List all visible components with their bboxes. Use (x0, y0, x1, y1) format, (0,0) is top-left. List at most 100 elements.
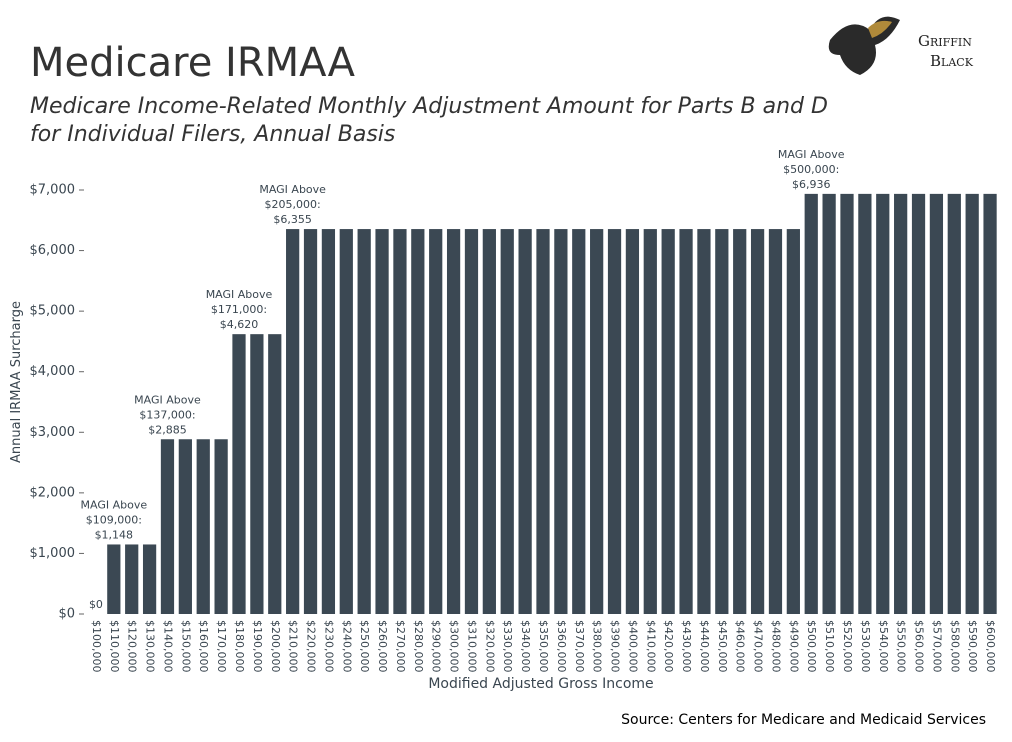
bar (178, 439, 192, 614)
x-tick-label: $310,000 (465, 620, 478, 673)
x-tick-label: $180,000 (233, 620, 246, 673)
bar (446, 229, 461, 614)
x-tick-label: $260,000 (376, 620, 389, 673)
bar (804, 193, 818, 614)
bar (286, 229, 300, 614)
bar (661, 229, 675, 614)
logo-text: Black (930, 52, 974, 70)
bar (107, 544, 121, 614)
bar (232, 334, 246, 614)
x-tick-label: $450,000 (716, 620, 729, 673)
bar (196, 439, 210, 614)
bar (929, 193, 944, 614)
x-tick-label: $130,000 (144, 620, 157, 673)
bar (536, 229, 550, 614)
x-tick-label: $290,000 (430, 620, 443, 673)
bar (786, 229, 800, 614)
y-tick-label: $4,000 (30, 364, 76, 379)
bar (411, 229, 425, 614)
data-label: MAGI Above $137,000: $2,885 (134, 393, 201, 436)
bar (750, 229, 765, 614)
y-tick-label: $6,000 (30, 243, 76, 258)
x-tick-label: $110,000 (108, 620, 121, 673)
bar (876, 193, 890, 614)
x-tick-label: $410,000 (644, 620, 657, 673)
bar (393, 229, 407, 614)
x-tick-label: $520,000 (841, 620, 854, 673)
x-tick-label: $540,000 (877, 620, 890, 673)
x-tick-label: $250,000 (358, 620, 371, 673)
y-tick-label: $1,000 (30, 546, 76, 561)
x-tick-label: $340,000 (519, 620, 532, 673)
x-tick-label: $100,000 (90, 620, 103, 673)
bar (733, 229, 747, 614)
x-tick-label: $390,000 (609, 620, 622, 673)
x-tick-label: $490,000 (787, 620, 800, 673)
bar (518, 229, 532, 614)
x-tick-label: $220,000 (305, 620, 318, 673)
bar (554, 229, 568, 614)
bar (429, 229, 443, 614)
x-tick-label: $200,000 (269, 620, 282, 673)
x-tick-label: $570,000 (930, 620, 943, 673)
data-label: MAGI Above $205,000: $6,355 (259, 183, 326, 226)
x-tick-label: $600,000 (984, 620, 997, 673)
bar (303, 229, 318, 614)
bar (858, 193, 872, 614)
bar (607, 229, 622, 614)
x-tick-label: $590,000 (966, 620, 979, 673)
logo-text: Griffin (918, 32, 972, 50)
bar (160, 439, 175, 614)
bar (142, 544, 157, 614)
x-tick-label: $140,000 (161, 620, 174, 673)
bar (965, 193, 979, 614)
x-tick-label: $350,000 (537, 620, 550, 673)
x-tick-label: $360,000 (555, 620, 568, 673)
bar (947, 193, 961, 614)
data-label: $0 (89, 598, 103, 611)
x-tick-label: $560,000 (913, 620, 926, 673)
bar (321, 229, 336, 614)
x-tick-label: $170,000 (215, 620, 228, 673)
bar (500, 229, 514, 614)
bar (482, 229, 496, 614)
y-tick-label: $7,000 (30, 183, 76, 198)
bar (268, 334, 282, 614)
bar (375, 229, 389, 614)
x-tick-label: $580,000 (948, 620, 961, 673)
source: Source: Centers for Medicare and Medicai… (621, 712, 986, 728)
x-tick-label: $430,000 (680, 620, 693, 673)
bar (643, 229, 657, 614)
bar (625, 229, 640, 614)
x-tick-label: $420,000 (662, 620, 675, 673)
x-tick-label: $270,000 (394, 620, 407, 673)
x-tick-label: $230,000 (322, 620, 335, 673)
bar (715, 229, 729, 614)
x-tick-label: $550,000 (895, 620, 908, 673)
bar (679, 229, 693, 614)
x-tick-label: $120,000 (126, 620, 139, 673)
x-tick-label: $440,000 (698, 620, 711, 673)
bar (983, 193, 997, 614)
x-tick-label: $510,000 (823, 620, 836, 673)
x-tick-label: $160,000 (197, 620, 210, 673)
chart-subtitle: Medicare Income-Related Monthly Adjustme… (30, 94, 828, 119)
x-tick-label: $370,000 (573, 620, 586, 673)
x-tick-label: $380,000 (591, 620, 604, 673)
y-tick-label: $2,000 (30, 485, 76, 500)
bar (894, 193, 908, 614)
bar (339, 229, 353, 614)
data-label: MAGI Above $500,000: $6,936 (778, 148, 845, 191)
x-tick-label: $470,000 (752, 620, 765, 673)
x-tick-label: $320,000 (483, 620, 496, 673)
bar (464, 229, 479, 614)
y-tick-label: $5,000 (30, 304, 76, 319)
bar (840, 193, 854, 614)
y-tick-label: $3,000 (30, 425, 76, 440)
bar (822, 193, 836, 614)
x-tick-label: $210,000 (287, 620, 300, 673)
x-tick-label: $400,000 (626, 620, 639, 673)
x-tick-label: $240,000 (340, 620, 353, 673)
bar (214, 439, 228, 614)
